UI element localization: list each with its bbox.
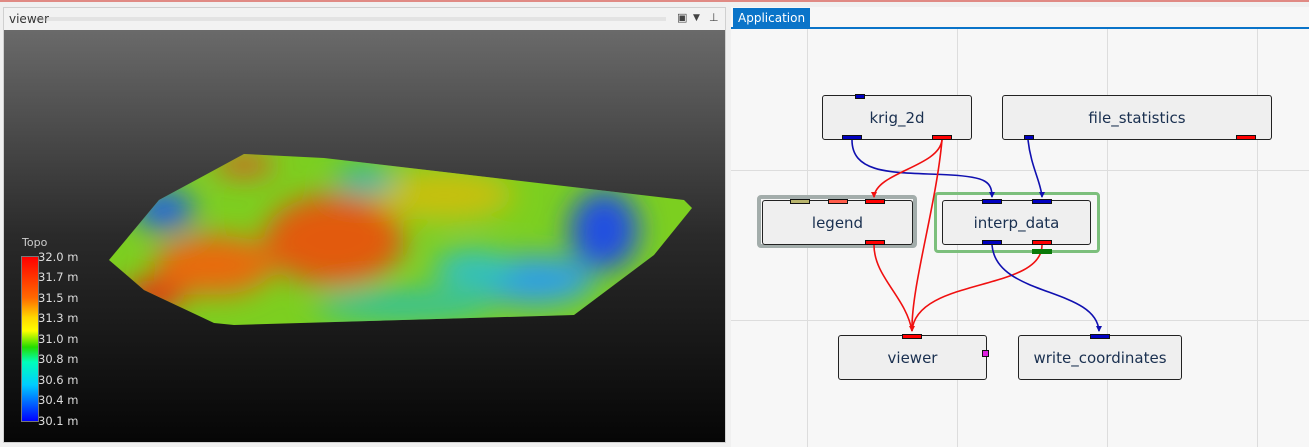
input-port[interactable] <box>828 199 848 204</box>
output-port[interactable] <box>1024 135 1034 140</box>
output-port[interactable] <box>1032 249 1052 254</box>
output-port[interactable] <box>982 240 1002 245</box>
output-port[interactable] <box>982 350 989 357</box>
input-port[interactable] <box>790 199 810 204</box>
grid-line <box>1257 29 1258 447</box>
input-port[interactable] <box>855 94 865 99</box>
application-panel: Application krig_2d file_statistics lege… <box>731 7 1309 447</box>
output-port[interactable] <box>1236 135 1256 140</box>
output-port[interactable] <box>842 135 862 140</box>
restore-icon[interactable]: ▣ <box>677 11 688 24</box>
input-port[interactable] <box>1032 199 1052 204</box>
tab-application[interactable]: Application <box>733 8 811 28</box>
legend-tick: 31.7 m <box>38 270 79 284</box>
legend-title: Topo <box>22 236 48 249</box>
edge-interp-viewer <box>911 244 1043 332</box>
viewer-panel: viewer ▣ ▼ ⊥ Topo 32.0 m 31.7 m 31.5 m 3… <box>3 7 726 443</box>
panel-title: viewer <box>9 12 49 26</box>
edge-krig-legend <box>873 139 943 198</box>
node-krig-2d[interactable]: krig_2d <box>822 95 972 140</box>
window-top-border <box>0 0 1309 2</box>
edge-krig-viewer <box>911 139 943 332</box>
grid-line <box>731 320 1309 321</box>
output-port[interactable] <box>865 240 885 245</box>
input-port[interactable] <box>1090 334 1110 339</box>
legend-tick: 30.1 m <box>38 414 79 428</box>
selection-highlight <box>757 195 917 248</box>
edge-legend-viewer <box>873 244 913 332</box>
edge-interp-write <box>991 244 1100 332</box>
selection-highlight <box>934 192 1100 253</box>
legend-tick: 30.6 m <box>38 373 79 387</box>
legend-tick: 31.3 m <box>38 311 79 325</box>
tab-underline <box>731 27 1309 29</box>
legend-tick: 30.4 m <box>38 393 79 407</box>
grid-line <box>1107 29 1108 447</box>
input-port[interactable] <box>902 334 922 339</box>
color-bar <box>21 256 39 422</box>
legend-tick: 32.0 m <box>38 250 79 264</box>
legend-tick: 30.8 m <box>38 352 79 366</box>
output-port[interactable] <box>932 135 952 140</box>
connections <box>851 139 1102 332</box>
input-port[interactable] <box>865 199 885 204</box>
node-write-coordinates[interactable]: write_coordinates <box>1018 335 1182 380</box>
viewer-panel-header[interactable]: viewer ▣ ▼ ⊥ <box>4 8 725 30</box>
3d-viewport[interactable]: Topo 32.0 m 31.7 m 31.5 m 31.3 m 31.0 m … <box>4 30 725 442</box>
dropdown-icon[interactable]: ▼ <box>693 13 700 23</box>
input-port[interactable] <box>982 199 1002 204</box>
legend-tick: 31.5 m <box>38 291 79 305</box>
edge-filestats-interp <box>1027 139 1043 198</box>
topo-surface <box>109 154 692 325</box>
grid-line <box>731 170 1309 171</box>
node-viewer[interactable]: viewer <box>838 335 987 380</box>
drag-grip[interactable] <box>36 17 666 21</box>
node-file-statistics[interactable]: file_statistics <box>1002 95 1272 140</box>
output-port[interactable] <box>1032 240 1052 245</box>
edge-krig-interp <box>851 139 993 198</box>
legend-tick: 31.0 m <box>38 332 79 346</box>
node-interp-data[interactable]: interp_data <box>942 200 1091 245</box>
pin-icon[interactable]: ⊥ <box>709 11 719 24</box>
node-legend[interactable]: legend <box>762 200 913 245</box>
